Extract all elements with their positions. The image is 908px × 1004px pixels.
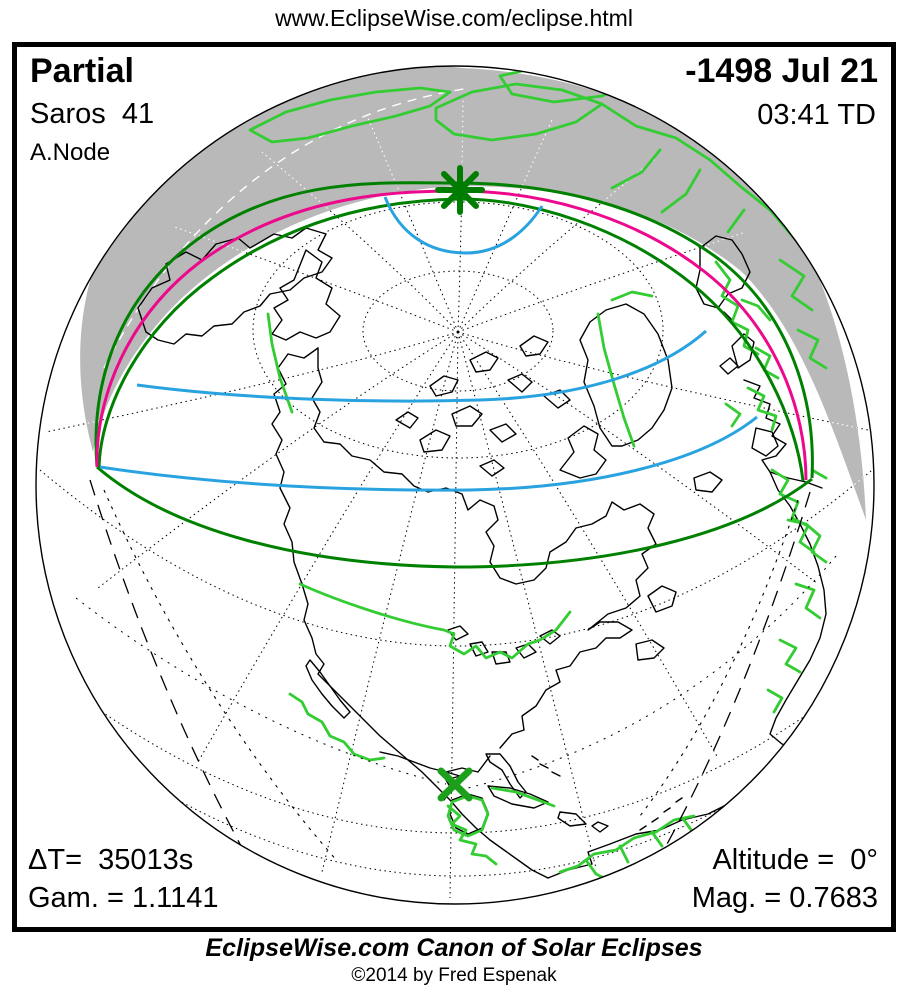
eclipse-time: 03:41 TD: [757, 99, 876, 131]
max-eclipse-lower-curve: [99, 415, 758, 492]
magnitude-value: Mag. = 0.7683: [691, 882, 878, 914]
penumbral-limit-south-curve: [96, 465, 813, 569]
map-frame: [12, 42, 896, 932]
globe-disc: [36, 66, 874, 904]
max-eclipse-upper-curve: [136, 329, 707, 403]
delta-t-value: ΔT= 35013s: [28, 844, 194, 876]
page-url: www.EclipseWise.com/eclipse.html: [275, 5, 633, 31]
gamma-value: Gam. = 1.1141: [28, 882, 219, 914]
max-eclipse-polar-curve: [383, 196, 544, 255]
terminator-dashed-lines: [75, 479, 837, 885]
footer-title: EclipseWise.com Canon of Solar Eclipses: [205, 934, 703, 962]
eclipse-date: -1498 Jul 21: [685, 52, 878, 90]
node-label: A.Node: [30, 139, 111, 166]
graticule-night: [80, 87, 866, 520]
saros-label: Saros 41: [30, 98, 155, 130]
political-borders: [248, 66, 832, 884]
footer-copyright: ©2014 by Fred Espenak: [351, 965, 557, 986]
night-dashed-arc: [103, 87, 471, 369]
eclipse-type-label: Partial: [30, 52, 134, 90]
greatest-eclipse-marker: [435, 165, 485, 215]
subsolar-point-marker: [437, 767, 473, 802]
globe-limb: [35, 65, 875, 905]
altitude-value: Altitude = 0°: [712, 844, 878, 876]
